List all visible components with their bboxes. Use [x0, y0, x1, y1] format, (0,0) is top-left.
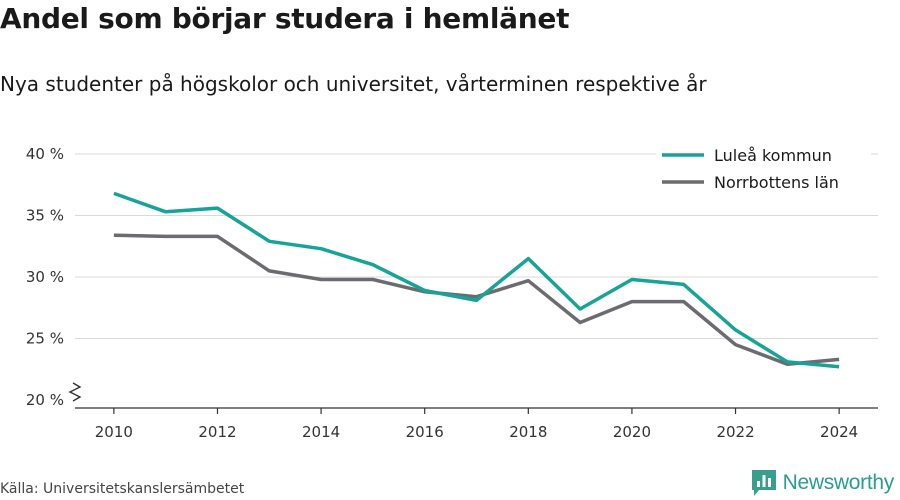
legend-label: Norrbottens län: [714, 173, 839, 192]
legend-label: Luleå kommun: [714, 146, 832, 165]
chart-title: Andel som börjar studera i hemlänet: [0, 2, 570, 35]
bar-chart-logo-icon: [751, 470, 776, 496]
axis-break-icon: [68, 382, 82, 402]
axes: 20 % 25 % 30 % 35 % 40 % 2010 2012 2014 2016 2018…: [26, 145, 878, 441]
y-tick-label: 25 %: [26, 330, 64, 348]
x-tick-label: 2018: [509, 423, 547, 441]
x-tick-label: 2022: [716, 423, 754, 441]
legend: Luleå kommun Norrbottens län: [656, 142, 871, 193]
legend-item: Luleå kommun: [656, 142, 871, 166]
x-tick-label: 2024: [820, 423, 858, 441]
x-tick-label: 2012: [198, 423, 236, 441]
brand-name: Newsworthy: [782, 471, 895, 494]
y-tick-label: 30 %: [26, 268, 64, 286]
chart-subtitle: Nya studenter på högskolor och universit…: [0, 72, 707, 96]
x-tick-label: 2016: [406, 423, 444, 441]
y-tick-label: 40 %: [26, 145, 64, 163]
series-lines: [113, 191, 840, 369]
y-tick-label: 20 %: [26, 391, 64, 409]
line-chart: 20 % 25 % 30 % 35 % 40 % 2010 2012 2014 2016 2018…: [25, 142, 878, 441]
series-line-luleå-kommun: [113, 191, 840, 369]
brand-logo: Newsworthy: [751, 469, 894, 497]
x-tick-label: 2020: [613, 423, 651, 441]
series-line-norrbottens-län: [113, 233, 840, 367]
x-tick-label: 2014: [302, 423, 340, 441]
source-note: Källa: Universitetskanslersämbetet: [0, 481, 245, 497]
legend-item: Norrbottens län: [656, 169, 871, 193]
x-tick-label: 2010: [95, 423, 133, 441]
y-tick-label: 35 %: [26, 207, 64, 225]
